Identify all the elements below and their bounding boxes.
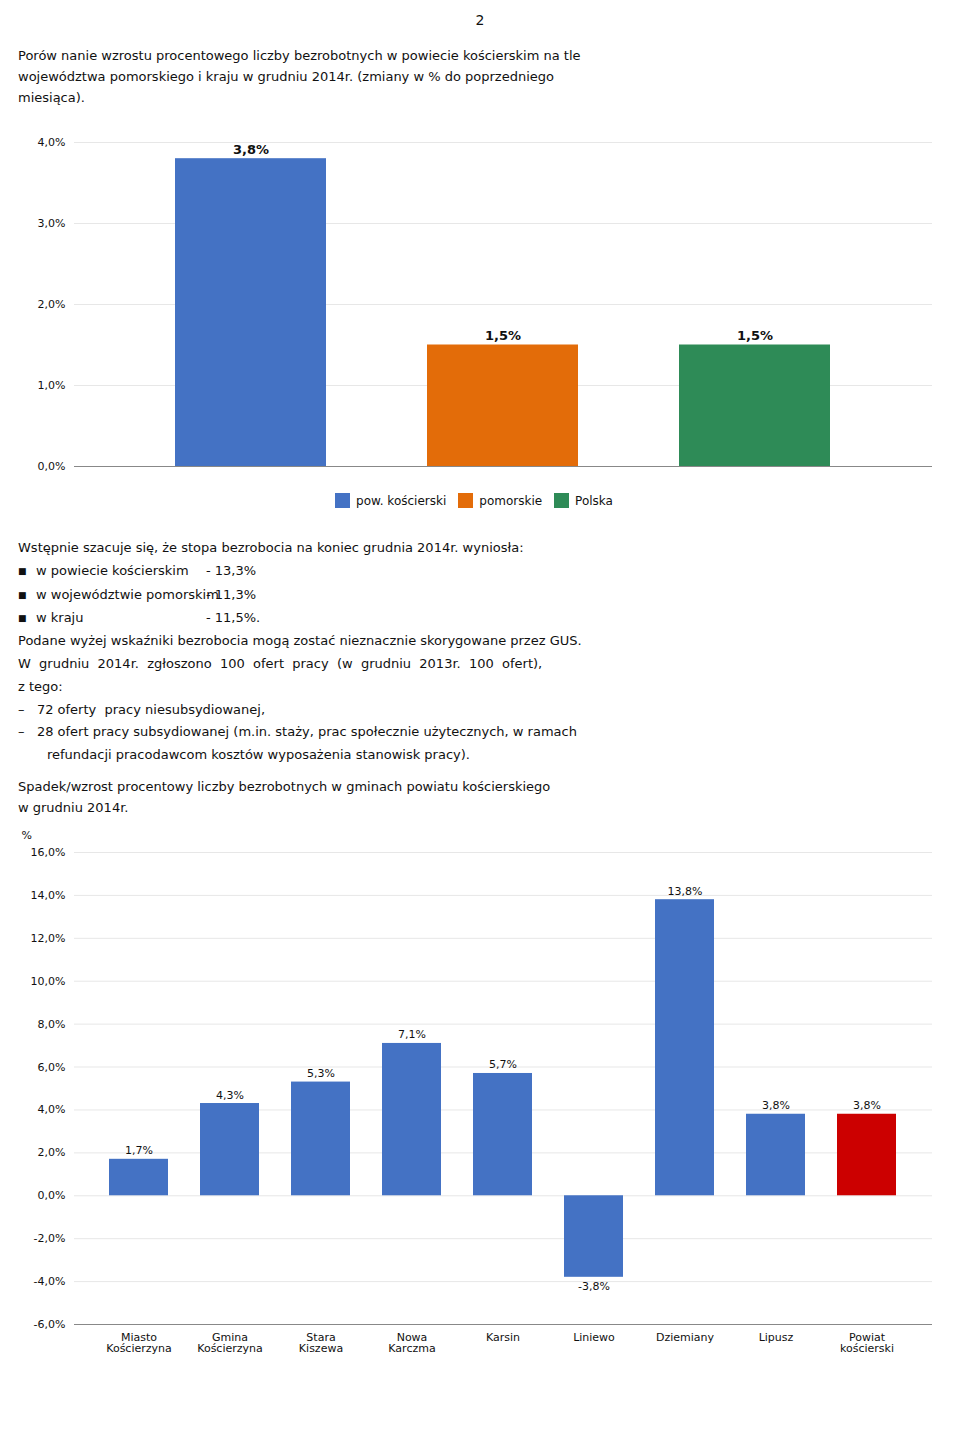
svg-text:5,7%: 5,7% xyxy=(489,1059,517,1072)
svg-text:3,8%: 3,8% xyxy=(233,142,269,157)
svg-text:1,7%: 1,7% xyxy=(125,1145,153,1158)
svg-text:2,0%: 2,0% xyxy=(38,1147,66,1160)
svg-text:GminaKościerzyna: GminaKościerzyna xyxy=(197,1332,263,1356)
html-text:- 11,3%: - 11,3% xyxy=(206,586,257,602)
html-text:w kraju: w kraju xyxy=(36,609,84,625)
svg-text:0,0%: 0,0% xyxy=(38,460,66,473)
svg-text:12,0%: 12,0% xyxy=(31,932,66,945)
svg-text:-2,0%: -2,0% xyxy=(34,1233,66,1246)
html-text:Spadek/wzrost procentowy liczb: Spadek/wzrost procentowy liczby bezrobot… xyxy=(18,778,551,815)
html-text:w województwie pomorskim: w województwie pomorskim xyxy=(36,586,219,602)
html-text:Porów nanie wzrostu procentowe: Porów nanie wzrostu procentowego liczby … xyxy=(18,48,581,105)
svg-text:7,1%: 7,1% xyxy=(398,1029,426,1042)
svg-text:1,5%: 1,5% xyxy=(737,328,773,343)
svg-text:0,0%: 0,0% xyxy=(38,1190,66,1203)
html-text:Wstępnie szacuje się, że stopa: Wstępnie szacuje się, że stopa bezroboci… xyxy=(18,540,524,556)
html-text:- 13,3%: - 13,3% xyxy=(206,563,257,579)
svg-text:14,0%: 14,0% xyxy=(31,889,66,902)
svg-text:1,5%: 1,5% xyxy=(485,328,521,343)
html-text:refundacji pracodawcom kosztów: refundacji pracodawcom kosztów wyposażen… xyxy=(18,747,470,763)
html-text:pomorskie: pomorskie xyxy=(479,493,543,508)
svg-text:3,8%: 3,8% xyxy=(762,1100,790,1113)
svg-text:6,0%: 6,0% xyxy=(38,1061,66,1074)
svg-text:NowaKarczma: NowaKarczma xyxy=(388,1332,435,1356)
html-text:– 72 oferty pracy niesubsydiow: – 72 oferty pracy niesubsydiowanej, xyxy=(18,701,265,717)
html-text:2: 2 xyxy=(475,12,485,28)
svg-text:MiastoKościerzyna: MiastoKościerzyna xyxy=(106,1332,172,1356)
svg-text:4,3%: 4,3% xyxy=(216,1089,244,1102)
svg-text:Lipusz: Lipusz xyxy=(759,1332,794,1345)
svg-text:1,0%: 1,0% xyxy=(38,379,66,392)
svg-text:-3,8%: -3,8% xyxy=(578,1281,610,1294)
svg-text:Dziemiany: Dziemiany xyxy=(656,1332,715,1345)
svg-text:-4,0%: -4,0% xyxy=(34,1276,66,1289)
svg-text:8,0%: 8,0% xyxy=(38,1018,66,1031)
svg-text:4,0%: 4,0% xyxy=(38,1104,66,1117)
html-text:w powiecie kościerskim: w powiecie kościerskim xyxy=(36,563,189,579)
html-text:W grudniu 2014r. zgłoszono 100: W grudniu 2014r. zgłoszono 100 ofert pra… xyxy=(18,656,543,672)
svg-text:3,8%: 3,8% xyxy=(853,1100,881,1113)
svg-text:5,3%: 5,3% xyxy=(307,1067,335,1080)
svg-text:10,0%: 10,0% xyxy=(31,975,66,988)
svg-text:-6,0%: -6,0% xyxy=(34,1318,66,1331)
svg-text:2,0%: 2,0% xyxy=(38,298,66,311)
svg-text:%: % xyxy=(22,830,32,843)
html-text:- 11,5%.: - 11,5%. xyxy=(206,609,261,625)
svg-text:Powiatkościerski: Powiatkościerski xyxy=(840,1332,894,1356)
html-text:z tego:: z tego: xyxy=(18,678,63,694)
svg-text:StaraKiszewa: StaraKiszewa xyxy=(299,1332,343,1356)
html-text:Podane wyżej wskaźniki bezrobo: Podane wyżej wskaźniki bezrobocia mogą z… xyxy=(18,633,582,649)
svg-text:4,0%: 4,0% xyxy=(38,136,66,149)
svg-text:Karsin: Karsin xyxy=(486,1332,520,1345)
svg-text:13,8%: 13,8% xyxy=(668,885,703,898)
html-text:– 28 ofert pracy subsydiowanej: – 28 ofert pracy subsydiowanej (m.in. st… xyxy=(18,724,577,740)
svg-text:16,0%: 16,0% xyxy=(31,846,66,859)
svg-text:Liniewo: Liniewo xyxy=(573,1332,615,1345)
html-text:Polska: Polska xyxy=(575,493,613,508)
svg-text:3,0%: 3,0% xyxy=(38,217,66,230)
html-text:pow. kościerski: pow. kościerski xyxy=(356,493,447,508)
